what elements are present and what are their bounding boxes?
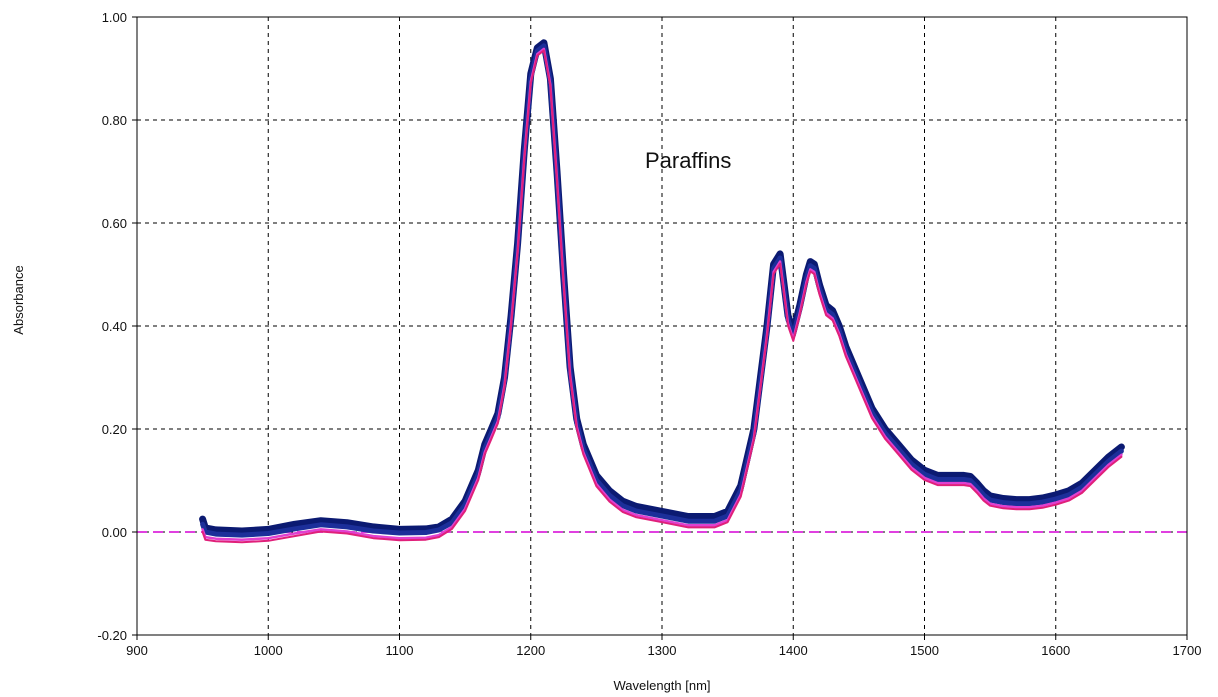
y-tick-label: 0.40 [102,319,127,334]
x-tick-label: 1400 [779,643,808,658]
y-axis-title: Absorbance [11,265,26,334]
x-tick-label: 900 [126,643,148,658]
y-tick-label: 0.60 [102,216,127,231]
y-axis-ticks: -0.20 0.00 0.20 0.40 0.60 0.80 1.00 [97,10,137,643]
y-tick-label: 0.20 [102,422,127,437]
series-line-4 [201,49,1123,544]
x-tick-label: 1700 [1173,643,1202,658]
x-axis-ticks: 900 1000 1100 1200 1300 1400 1500 1600 1700 [126,635,1201,658]
x-tick-label: 1200 [516,643,545,658]
x-tick-label: 1300 [648,643,677,658]
x-tick-label: 1000 [254,643,283,658]
x-tick-label: 1600 [1041,643,1070,658]
x-tick-label: 1100 [386,643,414,658]
x-axis-title: Wavelength [nm] [613,678,710,693]
annotation-label: Paraffins [645,148,731,173]
x-tick-label: 1500 [910,643,939,658]
y-tick-label: -0.20 [97,628,127,643]
y-tick-label: 1.00 [102,10,127,25]
series-group [199,39,1125,544]
y-tick-label: 0.80 [102,113,127,128]
y-tick-label: 0.00 [102,525,127,540]
